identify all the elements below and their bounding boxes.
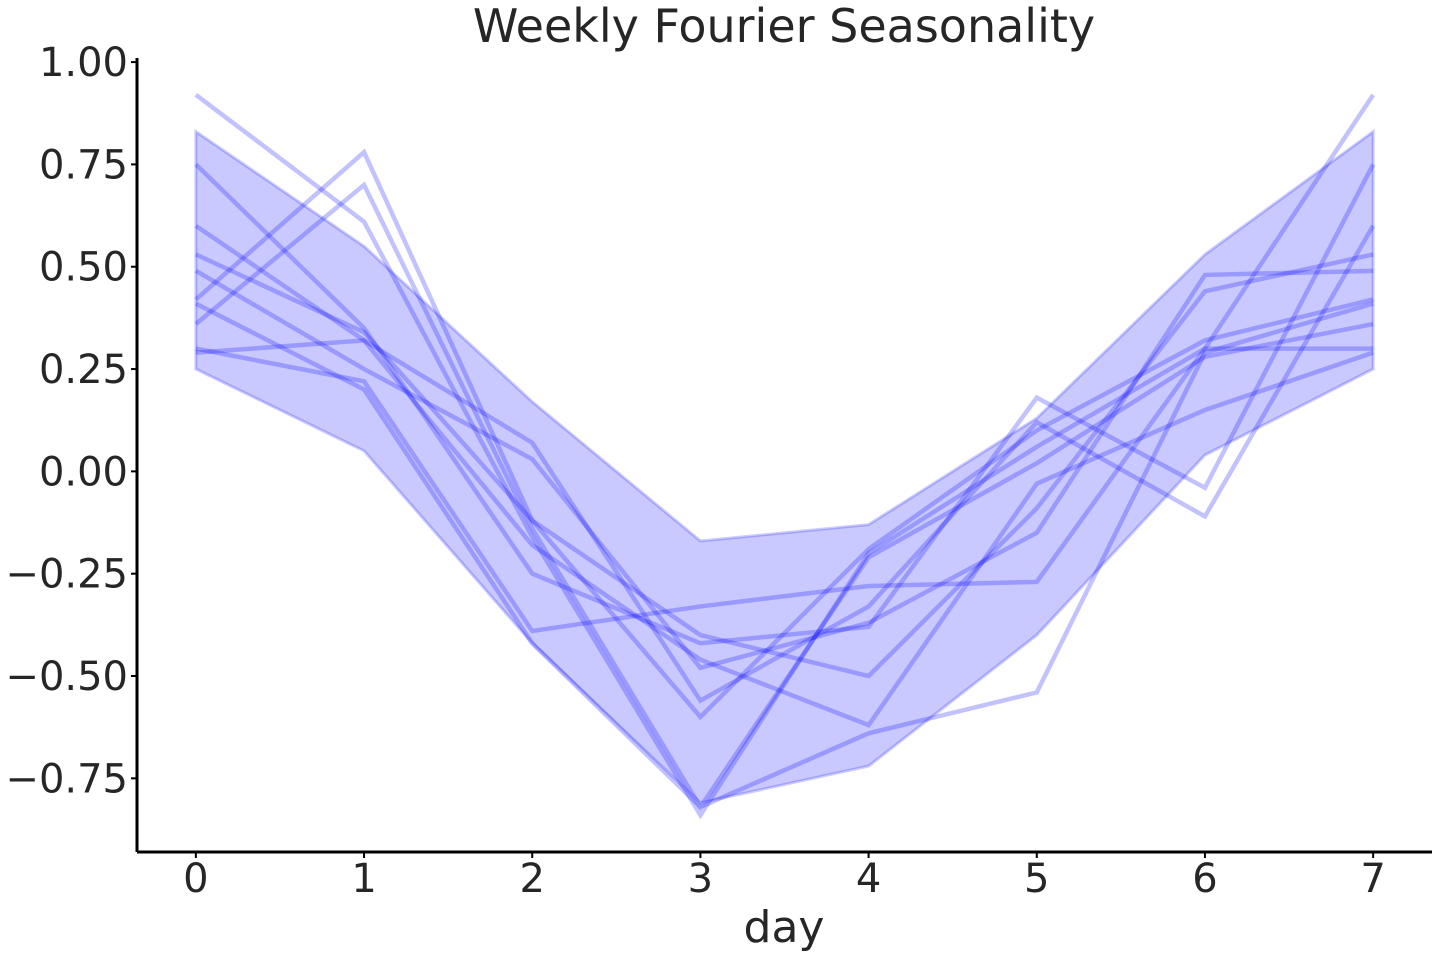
series-line-9: [195, 346, 1374, 634]
series-line-2: [194, 148, 1374, 721]
x-tick-label: 1: [351, 856, 376, 902]
x-tick-label: 4: [856, 856, 881, 902]
x-tick-label: 2: [520, 856, 545, 902]
y-ticks: 1.00 0.75 0.50 0.25 0.00 −0.25 −0.50 −0.75: [5, 40, 137, 802]
series-line-8: [194, 301, 1374, 810]
y-tick-label: 0.50: [39, 245, 128, 291]
series-line-10: [195, 338, 1374, 728]
axes: [135, 58, 1432, 854]
x-tick-label: 7: [1360, 856, 1385, 902]
series-line-6: [194, 252, 1374, 679]
y-tick-label: −0.50: [5, 654, 128, 700]
x-axis-title: day: [744, 902, 825, 953]
x-tick-label: 6: [1192, 856, 1217, 902]
y-tick-label: −0.75: [5, 756, 128, 802]
series-line-5: [194, 223, 1376, 704]
chart-title: Weekly Fourier Seasonality: [473, 0, 1095, 53]
x-tick-label: 0: [183, 856, 208, 902]
plot-area: [194, 93, 1376, 820]
uncertainty-band: [194, 128, 1375, 805]
y-tick-label: −0.25: [5, 552, 128, 598]
y-tick-label: 0.00: [39, 449, 128, 495]
series-line-1: [194, 93, 1376, 820]
x-tick-label: 5: [1024, 856, 1049, 902]
x-ticks: 0 1 2 3 4 5 6 7: [183, 852, 1386, 902]
series-line-7: [194, 268, 1374, 671]
x-tick-label: 3: [688, 856, 713, 902]
y-tick-label: 0.25: [39, 347, 128, 393]
series-line-3: [194, 181, 1374, 812]
y-tick-label: 0.75: [39, 142, 128, 188]
series-line-4: [194, 162, 1376, 646]
y-tick-label: 1.00: [39, 40, 128, 86]
